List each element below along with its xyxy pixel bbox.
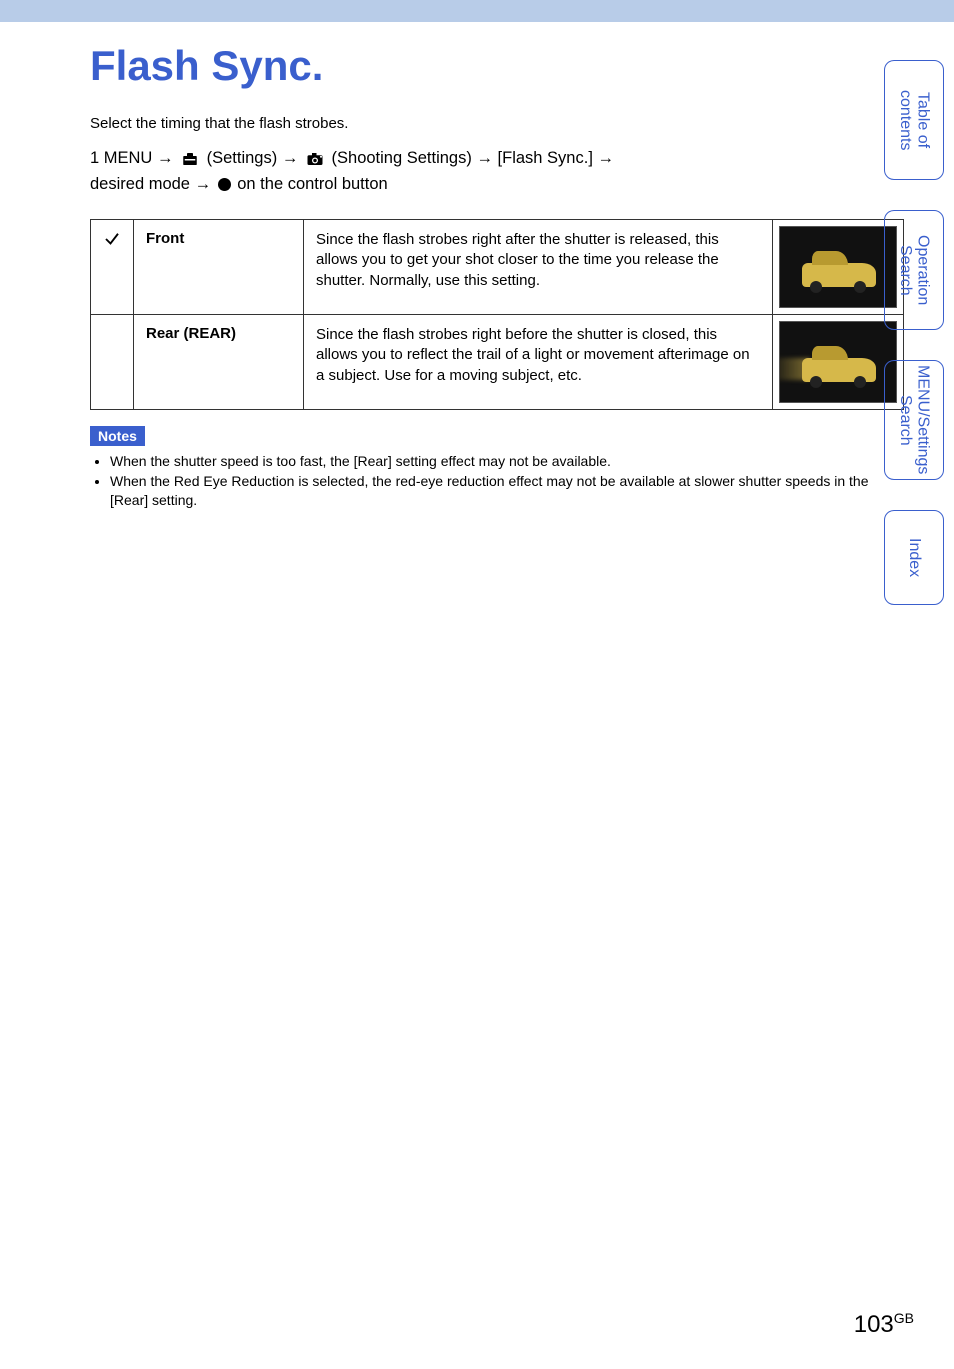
- notes-list: When the shutter speed is too fast, the …: [90, 452, 904, 511]
- arrow-icon: →: [476, 149, 493, 167]
- arrow-icon: →: [157, 149, 174, 167]
- page-number: 103GB: [854, 1310, 914, 1339]
- table-row: Rear (REAR) Since the flash strobes righ…: [91, 315, 904, 410]
- toolbox-icon: [180, 150, 200, 168]
- step-prefix: 1 MENU: [90, 149, 157, 167]
- main-content: Flash Sync. Select the timing that the f…: [0, 22, 954, 511]
- step-desired: desired mode: [90, 175, 195, 193]
- option-desc: Since the flash strobes right after the …: [304, 220, 773, 315]
- check-cell: [91, 220, 134, 315]
- tab-label: MENU/Settings Search: [896, 361, 931, 479]
- check-icon: [103, 230, 121, 248]
- option-desc: Since the flash strobes right before the…: [304, 315, 773, 410]
- step-onbutton: on the control button: [237, 175, 387, 193]
- tab-menu-settings-search[interactable]: MENU/Settings Search: [884, 360, 944, 480]
- step-settings: (Settings): [207, 149, 282, 167]
- tab-label: Index: [905, 538, 923, 577]
- option-name: Front: [134, 220, 304, 315]
- tab-operation-search[interactable]: Operation Search: [884, 210, 944, 330]
- arrow-icon: →: [195, 175, 212, 193]
- car-shape: [802, 263, 876, 287]
- page-suffix: GB: [894, 1310, 914, 1326]
- page-number-value: 103: [854, 1311, 894, 1338]
- note-item: When the Red Eye Reduction is selected, …: [110, 472, 904, 511]
- car-shape: [802, 358, 876, 382]
- check-cell: [91, 315, 134, 410]
- table-row: Front Since the flash strobes right afte…: [91, 220, 904, 315]
- thumb-front: [779, 226, 897, 308]
- tab-label: Operation Search: [896, 211, 931, 329]
- option-name: Rear (REAR): [134, 315, 304, 410]
- camera-icon: [305, 150, 325, 168]
- tab-label: Table of contents: [896, 61, 931, 179]
- tab-toc[interactable]: Table of contents: [884, 60, 944, 180]
- menu-path: 1 MENU → (Settings) → (Shooting Settings…: [90, 146, 904, 197]
- side-tabs: Table of contents Operation Search MENU/…: [884, 60, 944, 605]
- thumb-rear: [779, 321, 897, 403]
- note-item: When the shutter speed is too fast, the …: [110, 452, 904, 472]
- arrow-icon: →: [597, 149, 614, 167]
- tab-index[interactable]: Index: [884, 510, 944, 605]
- page-title: Flash Sync.: [90, 42, 904, 90]
- step-flash: [Flash Sync.]: [498, 149, 598, 167]
- arrow-icon: →: [282, 149, 299, 167]
- notes-label: Notes: [90, 426, 145, 446]
- intro-text: Select the timing that the flash strobes…: [90, 115, 904, 132]
- options-table: Front Since the flash strobes right afte…: [90, 219, 904, 410]
- center-button-icon: [218, 178, 231, 191]
- top-bar: [0, 0, 954, 22]
- step-shooting: (Shooting Settings): [332, 149, 477, 167]
